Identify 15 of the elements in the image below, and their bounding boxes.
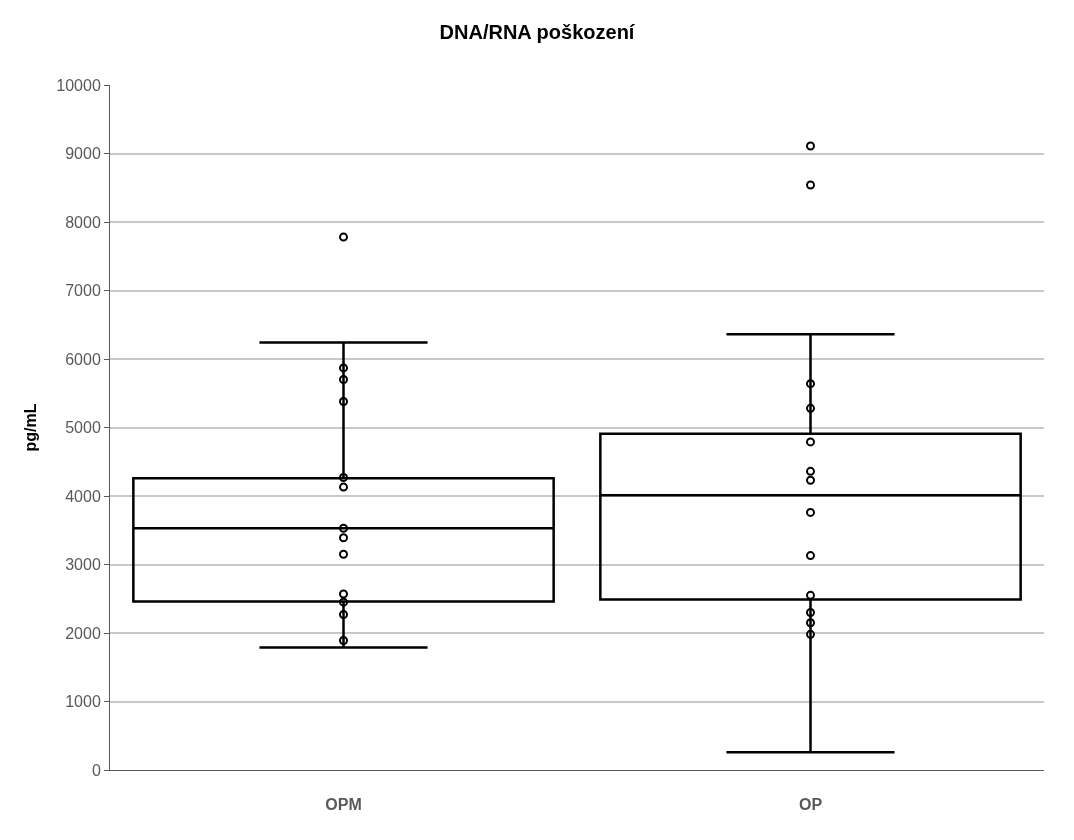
chart-title: DNA/RNA poškození	[439, 21, 636, 44]
y-tick-label: 7000	[65, 282, 101, 300]
y-tick-label: 0	[91, 761, 101, 779]
y-tick-label: 10000	[56, 76, 101, 94]
y-tick-label: 6000	[65, 350, 101, 368]
y-tick-label: 1000	[65, 693, 101, 711]
x-tick-label: OP	[798, 796, 823, 814]
y-axis-title: pg/mL	[22, 403, 40, 452]
y-tick-label: 3000	[65, 556, 101, 574]
y-tick-label: 8000	[65, 213, 101, 231]
x-tick-label: OPM	[325, 796, 362, 814]
y-tick-label: 4000	[65, 487, 101, 505]
y-tick-label: 9000	[65, 145, 101, 163]
y-tick-label: 2000	[65, 624, 101, 642]
y-tick-label: 5000	[65, 419, 101, 437]
